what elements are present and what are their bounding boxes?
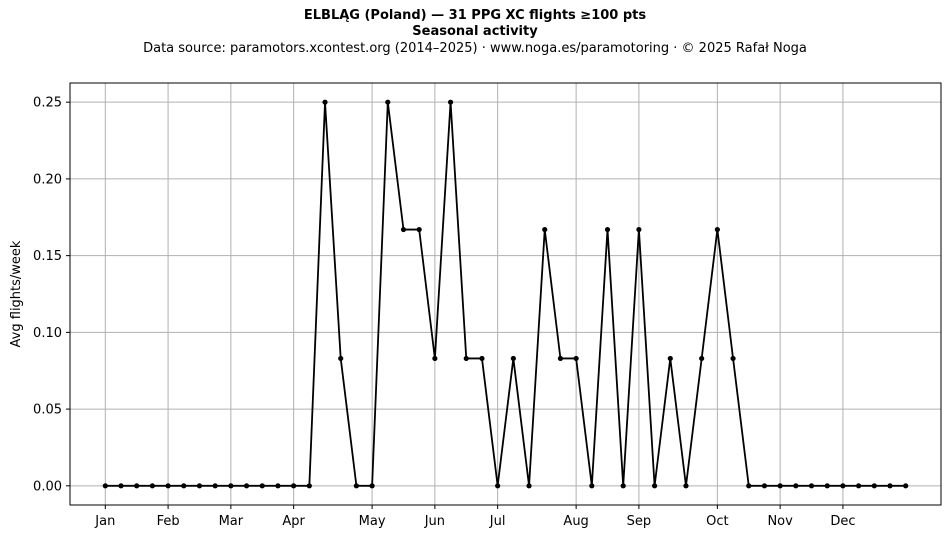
data-point (746, 483, 752, 489)
axis-ticks: Jan Feb Mar Apr May Jun Jul Aug Sep Oct Nov Dec 0.00… (33, 96, 855, 529)
data-point (777, 483, 783, 489)
data-point (369, 483, 375, 489)
x-tick-label: Jan (94, 514, 115, 529)
data-point (322, 99, 328, 105)
y-tick-label: 0.05 (33, 403, 62, 418)
chart-subtitle: Seasonal activity (412, 24, 538, 39)
data-point (730, 355, 736, 362)
data-point (165, 483, 171, 489)
data-point (604, 226, 611, 233)
plot-frame (69, 82, 942, 506)
data-point (447, 99, 454, 105)
data-point (573, 355, 579, 362)
data-point (275, 483, 281, 489)
y-tick-label: 0.25 (33, 96, 62, 111)
x-tick-label: Dec (830, 514, 855, 529)
x-tick-label: Nov (767, 514, 793, 529)
data-point (118, 483, 124, 489)
data-point (495, 483, 501, 489)
data-source-note: Data source: paramotors.xcontest.org (20… (143, 41, 807, 56)
data-point (259, 483, 265, 489)
data-point (212, 483, 218, 489)
data-point (526, 483, 532, 489)
x-tick-label: Aug (563, 514, 588, 529)
data-point (385, 99, 391, 105)
data-point (306, 483, 312, 489)
x-tick-label: Sep (627, 514, 652, 529)
data-point (149, 483, 155, 489)
data-point (683, 483, 689, 489)
chart-title: ELBLĄG (Poland) — 31 PPG XC flights ≥100… (303, 8, 647, 23)
data-point (479, 355, 485, 362)
data-point (416, 226, 422, 233)
data-point (102, 483, 108, 489)
data-point (243, 483, 250, 489)
data-point (463, 355, 469, 362)
data-point (291, 483, 297, 489)
data-point (228, 483, 234, 489)
data-point (856, 483, 862, 489)
data-point (887, 483, 893, 489)
data-point (620, 483, 626, 489)
data-point (432, 355, 438, 362)
data-point (651, 483, 658, 489)
data-point (353, 483, 360, 489)
grid-lines (70, 83, 941, 505)
x-tick-label: Jun (424, 514, 445, 529)
data-point (903, 483, 909, 489)
y-tick-label: 0.10 (33, 326, 62, 341)
data-point (557, 355, 564, 362)
data-point (636, 226, 642, 233)
x-tick-label: Jul (489, 514, 506, 529)
y-tick-label: 0.15 (33, 249, 62, 264)
data-point (699, 355, 705, 362)
data-point (714, 226, 720, 233)
y-tick-label: 0.20 (33, 172, 62, 187)
data-point (808, 483, 815, 489)
chart-titles: ELBLĄG (Poland) — 31 PPG XC flights ≥100… (0, 8, 950, 58)
data-point (134, 483, 140, 489)
data-point (510, 355, 516, 362)
x-tick-label: May (359, 514, 386, 529)
data-point (824, 483, 830, 489)
data-point (338, 355, 344, 362)
data-point (840, 483, 846, 489)
series-line (105, 101, 906, 487)
series-layer (102, 99, 909, 489)
x-tick-label: Mar (219, 514, 244, 529)
data-point (667, 355, 673, 362)
data-point (793, 483, 799, 489)
data-point (871, 483, 877, 489)
data-point (181, 483, 187, 489)
y-tick-label: 0.00 (33, 479, 62, 494)
x-tick-label: Oct (706, 514, 728, 529)
data-point (196, 483, 203, 489)
data-point (589, 483, 595, 489)
data-point (400, 226, 407, 233)
x-tick-label: Feb (157, 514, 180, 529)
data-point (542, 226, 548, 233)
y-axis-label: Avg flights/week (9, 240, 24, 347)
data-point (761, 483, 768, 489)
x-tick-label: Apr (282, 514, 305, 529)
